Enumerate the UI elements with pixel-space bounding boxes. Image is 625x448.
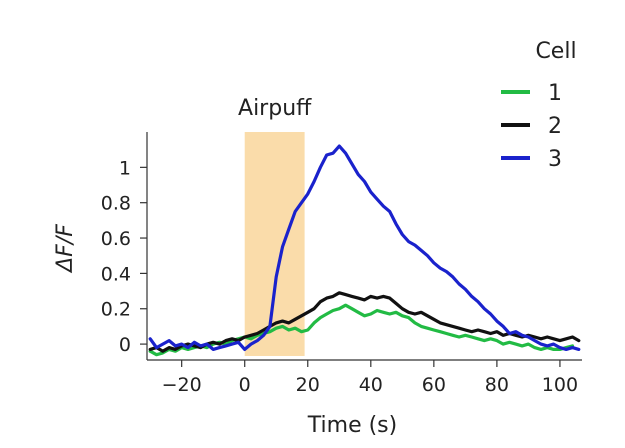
x-tick-label: −20 (162, 374, 202, 396)
plot-area: Airpuff (148, 96, 581, 357)
x-tick-label: 0 (239, 374, 251, 396)
y-tick-label: 0.8 (101, 193, 131, 215)
y-ticks: 0 0.2 0.4 0.6 0.8 1 (101, 157, 147, 356)
airpuff-label: Airpuff (238, 96, 312, 121)
x-ticks: −20 0 20 40 60 80 100 (162, 360, 578, 396)
x-tick-label: 100 (542, 374, 578, 396)
y-axis-label: ΔF/F (53, 224, 78, 274)
legend-label-cell-3: 3 (548, 147, 562, 172)
y-tick-label: 1 (119, 157, 131, 179)
y-tick-label: 0.2 (101, 299, 131, 321)
legend-label-cell-1: 1 (548, 81, 562, 106)
y-tick-label: 0 (119, 334, 131, 356)
y-tick-label: 0.4 (101, 263, 131, 285)
x-axis-label: Time (s) (307, 413, 397, 438)
x-tick-label: 60 (422, 374, 446, 396)
y-tick-label: 0.6 (101, 228, 131, 250)
series-line-cell-2 (148, 291, 581, 353)
legend-title: Cell (535, 39, 576, 64)
series-line-cell-3 (148, 144, 581, 351)
legend: Cell 1 2 3 (501, 39, 577, 172)
x-tick-label: 80 (485, 374, 509, 396)
series-line-cell-1 (148, 303, 575, 357)
x-tick-label: 20 (296, 374, 320, 396)
axes: −20 0 20 40 60 80 100 00.20.40.60.81 Time (s) … (53, 132, 582, 438)
x-tick-label: 40 (359, 374, 383, 396)
legend-label-cell-2: 2 (548, 114, 562, 139)
